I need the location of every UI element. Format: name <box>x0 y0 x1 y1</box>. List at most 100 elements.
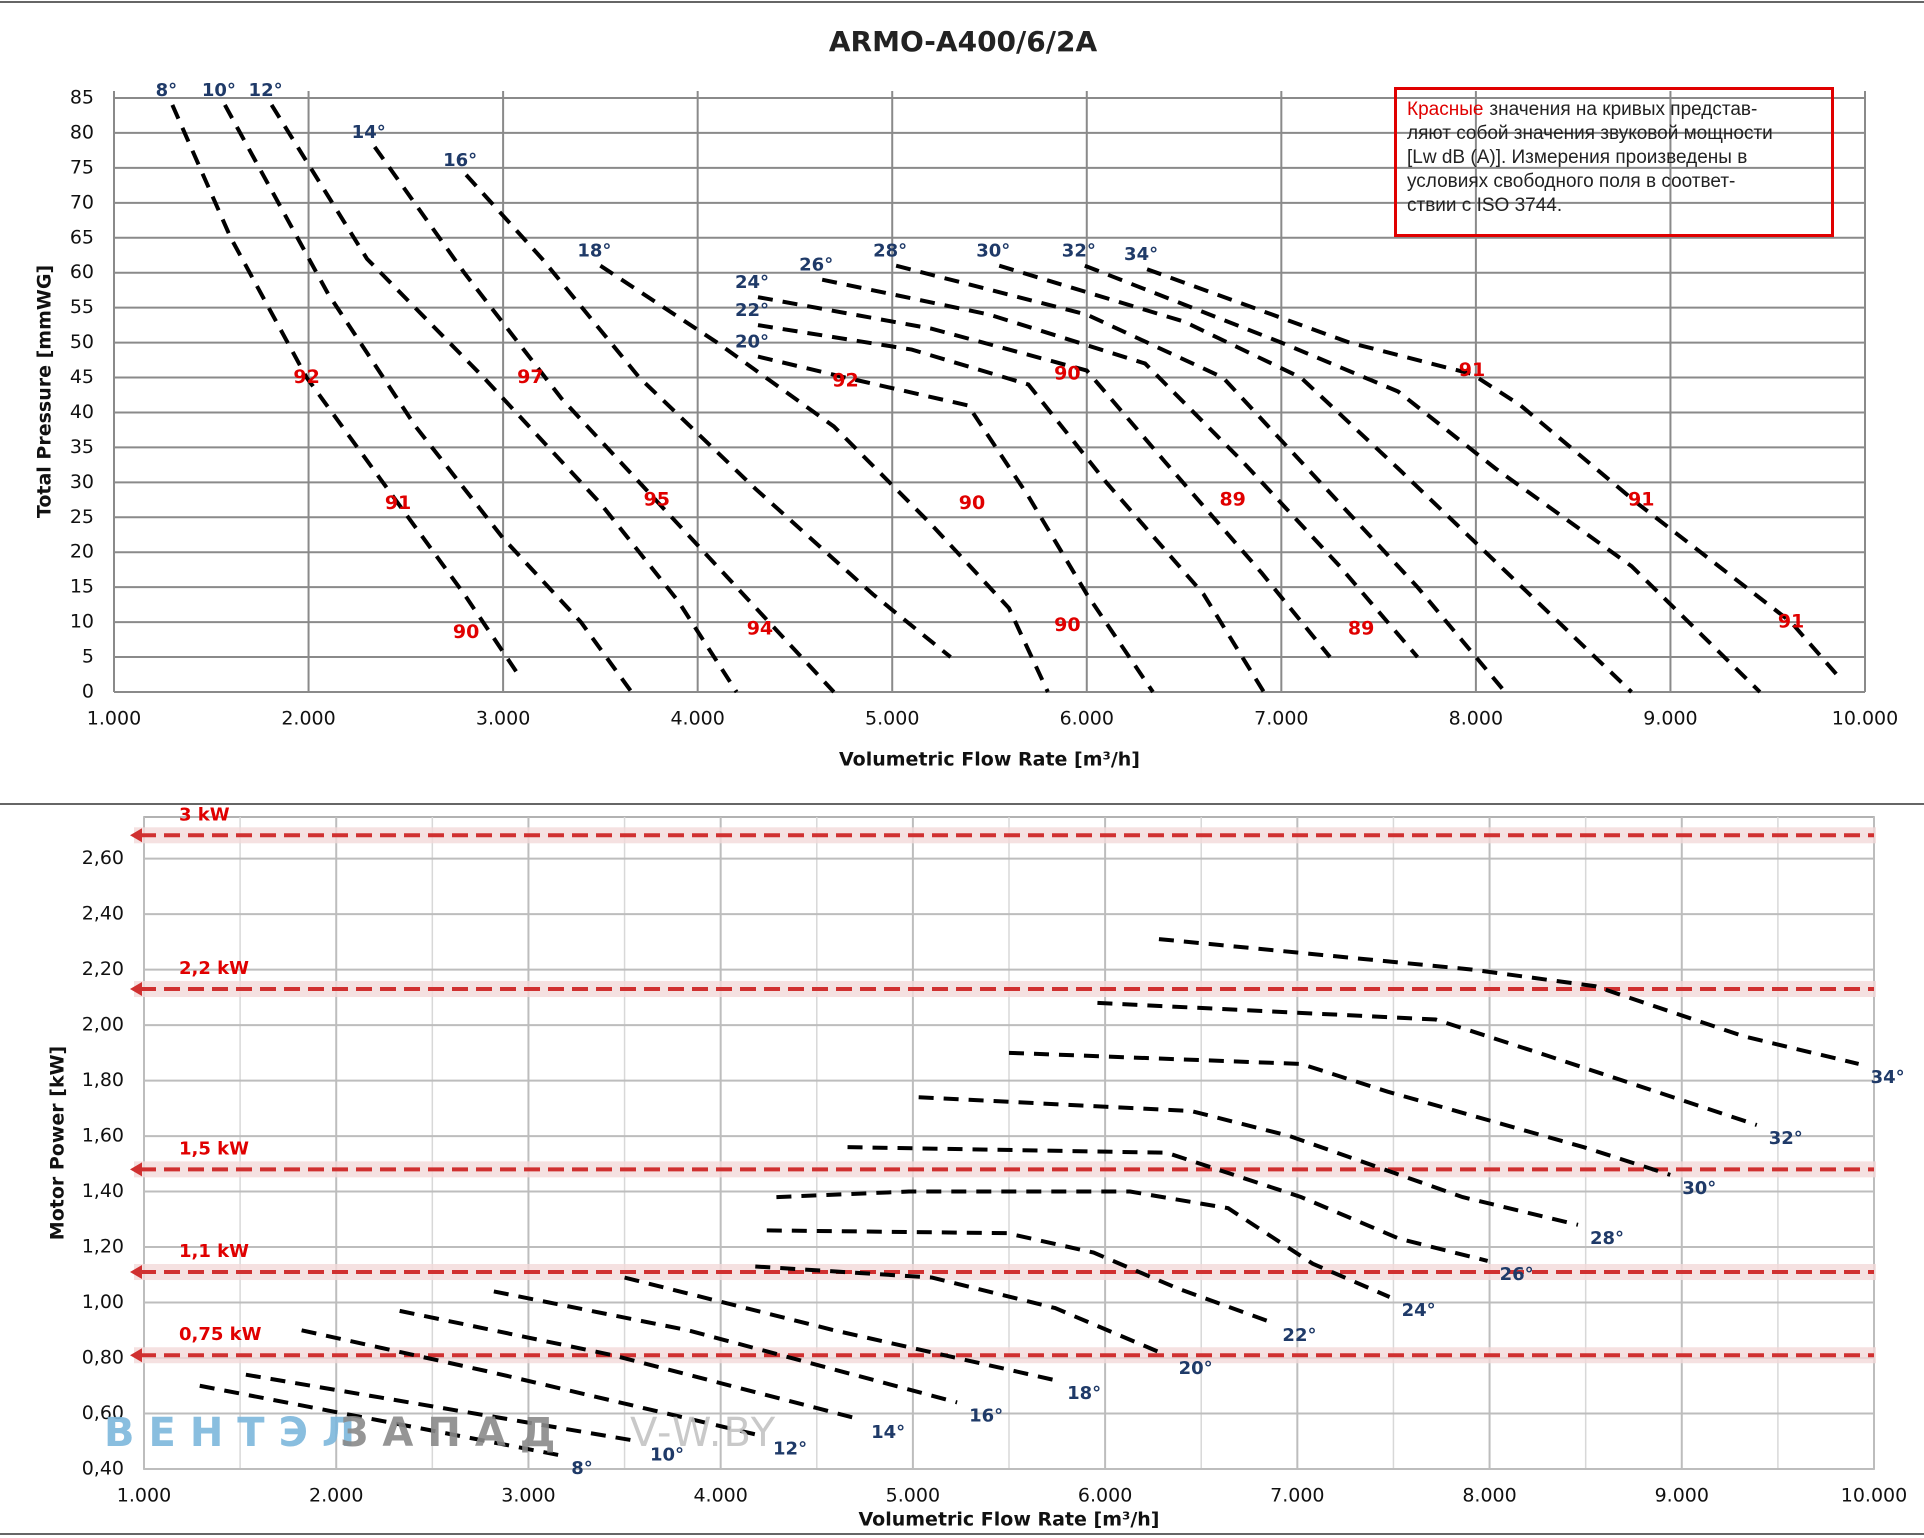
y-tick-label: 25 <box>70 506 94 528</box>
x-tick-label: 2.000 <box>281 708 335 730</box>
series-label: 8° <box>156 80 178 101</box>
y-tick-label: 70 <box>70 191 94 213</box>
series-label: 20° <box>735 332 769 353</box>
sound-level-label: 91 <box>1628 488 1654 510</box>
y-tick-label: 1,60 <box>82 1125 124 1147</box>
series-label: 12° <box>773 1439 807 1460</box>
series-label: 10° <box>650 1444 684 1465</box>
y-tick-label: 35 <box>70 436 94 458</box>
y-tick-label: 15 <box>70 576 94 598</box>
x-tick-label: 10.000 <box>1832 708 1898 730</box>
x-tick-label: 9.000 <box>1655 1485 1709 1507</box>
sound-level-label: 95 <box>644 488 670 510</box>
sound-level-label: 92 <box>832 370 858 392</box>
sound-level-label: 89 <box>1348 618 1374 640</box>
series-label: 10° <box>202 80 236 101</box>
y-tick-label: 30 <box>70 471 94 493</box>
series-label: 30° <box>1682 1178 1716 1199</box>
series-line <box>757 354 1155 694</box>
series-label: 32° <box>1769 1128 1803 1149</box>
reference-label: 0,75 kW <box>179 1324 262 1345</box>
series-line <box>757 323 1266 694</box>
x-axis-label: Volumetric Flow Rate [m³/h] <box>859 1509 1160 1531</box>
series-line <box>895 263 1507 694</box>
series-label: 16° <box>443 150 477 171</box>
sound-level-label: 89 <box>1219 488 1245 510</box>
y-tick-label: 2,60 <box>82 847 124 869</box>
series-line <box>847 1145 1489 1263</box>
y-tick-label: 0,60 <box>82 1402 124 1424</box>
reference-arrow <box>130 1162 142 1177</box>
y-tick-label: 60 <box>70 261 94 283</box>
series-line <box>399 1308 860 1421</box>
series-label: 26° <box>1500 1264 1534 1285</box>
note-line: ствии с ISO 3744. <box>1407 195 1563 216</box>
y-tick-label: 45 <box>70 366 94 388</box>
sound-level-label: 94 <box>747 618 773 640</box>
series-label: 24° <box>1402 1300 1436 1321</box>
series-label: 28° <box>873 241 907 262</box>
series-line <box>493 1289 958 1405</box>
series-line <box>223 104 634 694</box>
y-tick-label: 1,80 <box>82 1069 124 1091</box>
reference-arrow <box>130 828 142 843</box>
y-tick-label: 1,00 <box>82 1291 124 1313</box>
x-tick-label: 1.000 <box>117 1485 171 1507</box>
y-tick-label: 0,80 <box>82 1347 124 1369</box>
sound-level-label: 90 <box>959 492 985 514</box>
series-line <box>755 1264 1168 1358</box>
series-line <box>821 277 1420 659</box>
series-line <box>599 264 1050 693</box>
x-tick-label: 2.000 <box>309 1485 363 1507</box>
x-tick-label: 1.000 <box>87 708 141 730</box>
series-label: 14° <box>352 122 386 143</box>
sound-level-label: 90 <box>1054 614 1080 636</box>
series-line <box>301 1328 762 1438</box>
watermark-part: ЗАПАД <box>340 1410 569 1456</box>
y-tick-label: 40 <box>70 401 94 423</box>
series-line <box>776 1189 1391 1299</box>
x-tick-label: 6.000 <box>1060 708 1114 730</box>
reference-arrow <box>130 1265 142 1280</box>
note-line: [Lw dB (A)]. Измерения произведены в <box>1407 147 1748 168</box>
sound-level-label: 90 <box>453 621 479 643</box>
reference-label: 3 kW <box>179 804 230 825</box>
reference-arrow <box>130 1348 142 1363</box>
series-label: 8° <box>571 1458 593 1479</box>
y-axis-label: Total Pressure [mmWG] <box>34 265 56 518</box>
series-line <box>766 1228 1272 1324</box>
sound-level-label: 91 <box>1459 359 1485 381</box>
x-tick-label: 6.000 <box>1078 1485 1132 1507</box>
series-label: 28° <box>1590 1228 1624 1249</box>
series-label: 24° <box>735 272 769 293</box>
note-box: Красные значения на кривых представ- ляют… <box>1394 87 1834 237</box>
series-label: 18° <box>577 241 611 262</box>
series-label: 34° <box>1871 1067 1905 1088</box>
sound-level-label: 97 <box>517 366 543 388</box>
y-tick-label: 55 <box>70 296 94 318</box>
series-line <box>269 103 739 694</box>
y-tick-label: 75 <box>70 156 94 178</box>
series-line <box>1084 263 1762 694</box>
series-line <box>1097 1000 1758 1127</box>
y-tick-label: 85 <box>70 86 94 108</box>
x-tick-label: 7.000 <box>1254 708 1308 730</box>
x-tick-label: 8.000 <box>1449 708 1503 730</box>
x-tick-label: 3.000 <box>501 1485 555 1507</box>
y-tick-label: 80 <box>70 121 94 143</box>
series-line <box>464 173 952 659</box>
note-line: ляют собой значения звуковой мощности <box>1407 123 1773 144</box>
sound-level-label: 90 <box>1054 363 1080 385</box>
series-line <box>918 1095 1579 1227</box>
x-tick-label: 5.000 <box>886 1485 940 1507</box>
note-line: значения на кривых представ- <box>1489 99 1758 120</box>
reference-arrow <box>130 982 142 997</box>
series-line <box>1008 1050 1671 1177</box>
series-label: 12° <box>249 80 283 101</box>
y-tick-label: 1,20 <box>82 1236 124 1258</box>
y-tick-label: 0,40 <box>82 1458 124 1480</box>
reference-label: 1,5 kW <box>179 1138 249 1159</box>
series-label: 32° <box>1062 241 1096 262</box>
